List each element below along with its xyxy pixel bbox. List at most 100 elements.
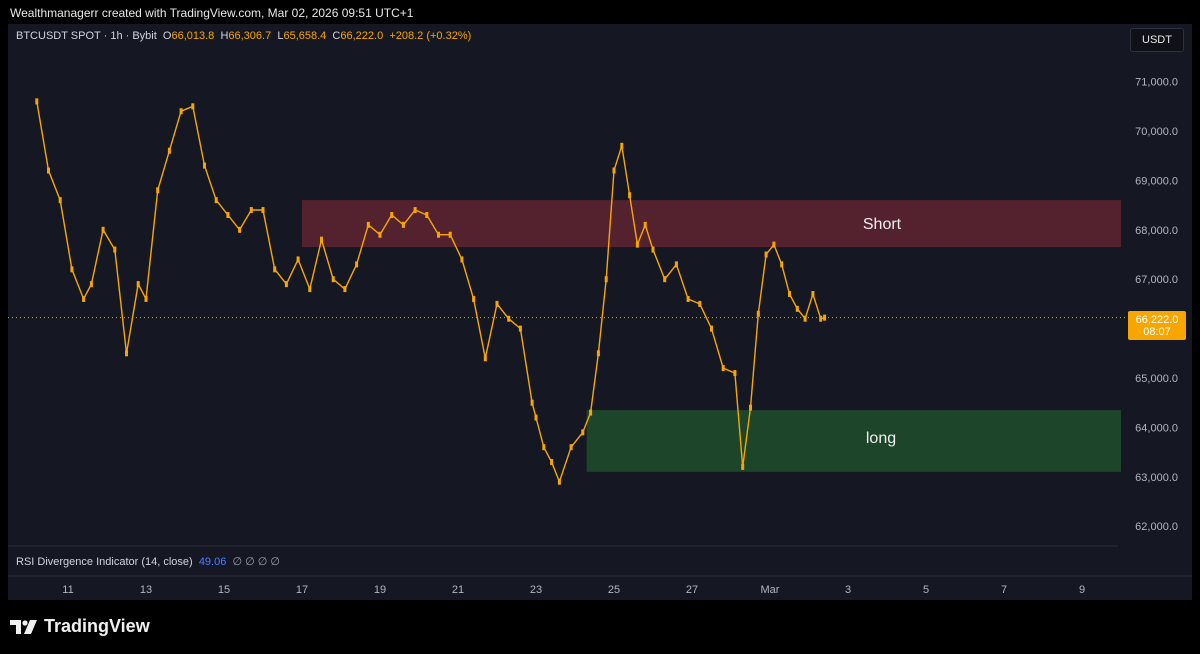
- price-point: [320, 236, 323, 243]
- x-tick-label: 3: [845, 584, 851, 596]
- attribution-text: Wealthmanagerr created with TradingView.…: [10, 6, 414, 20]
- price-point: [296, 256, 300, 263]
- price-point: [795, 305, 799, 312]
- rsi-empty-values: ∅ ∅ ∅ ∅: [232, 556, 280, 568]
- price-point: [518, 325, 522, 332]
- price-point: [203, 162, 206, 169]
- price-point: [156, 187, 160, 194]
- price-point: [819, 315, 823, 322]
- price-point: [308, 286, 312, 293]
- x-tick-label: 21: [452, 584, 464, 596]
- price-point: [191, 103, 195, 110]
- price-point: [569, 444, 573, 451]
- price-tag-box: [1128, 311, 1186, 340]
- close-label: C: [332, 30, 341, 42]
- rsi-legend[interactable]: RSI Divergence Indicator (14, close) 49.…: [16, 555, 280, 568]
- price-point: [366, 221, 370, 228]
- price-point: [284, 281, 288, 288]
- x-tick-label: 25: [608, 584, 620, 596]
- price-point: [780, 261, 784, 268]
- symbol-legend[interactable]: BTCUSDT SPOT · 1h · Bybit O66,013.8 H66,…: [16, 30, 471, 42]
- high-label: H: [220, 30, 229, 42]
- long-zone-label: long: [866, 430, 896, 447]
- chart-pane[interactable]: Short long 71,000.0 70,000.0 69,000.0 68,00…: [8, 24, 1192, 600]
- price-point: [542, 444, 546, 451]
- low-value: 65,658.4: [283, 30, 327, 42]
- quote-currency-button[interactable]: USDT: [1130, 28, 1184, 52]
- price-point: [530, 399, 534, 406]
- price-point: [581, 429, 585, 436]
- price-point: [413, 207, 417, 214]
- price-point: [596, 350, 600, 357]
- y-tick-label: 64,000.0: [1135, 422, 1178, 434]
- x-tick-label: 11: [62, 584, 73, 596]
- high-value: 66,306.7: [228, 30, 272, 42]
- price-point: [401, 221, 405, 228]
- price-point: [643, 221, 647, 228]
- price-chart[interactable]: Short long 71,000.0 70,000.0 69,000.0 68,00…: [8, 24, 1192, 600]
- symbol-name[interactable]: BTCUSDT SPOT · 1h · Bybit: [16, 30, 157, 42]
- price-point: [756, 310, 760, 317]
- price-point: [125, 350, 128, 357]
- price-point: [331, 276, 335, 283]
- price-point: [803, 315, 807, 322]
- price-point: [58, 197, 62, 204]
- price-point: [113, 246, 117, 253]
- tradingview-logo[interactable]: TradingView: [10, 616, 150, 637]
- price-point: [355, 261, 359, 268]
- y-tick-label: 65,000.0: [1135, 373, 1178, 385]
- price-point: [82, 295, 86, 302]
- x-tick-label: 15: [218, 584, 230, 596]
- price-tag-countdown: 08:07: [1143, 326, 1171, 338]
- price-point: [144, 295, 148, 302]
- price-point: [437, 231, 440, 238]
- y-tick-label: 70,000.0: [1135, 126, 1178, 138]
- price-point: [214, 197, 218, 204]
- y-tick-label: 71,000.0: [1135, 77, 1178, 89]
- price-point: [101, 226, 105, 233]
- price-point: [167, 147, 171, 154]
- price-point: [749, 404, 752, 411]
- x-tick-label: Mar: [761, 584, 780, 596]
- price-point: [378, 231, 382, 238]
- price-point: [772, 241, 776, 248]
- price-point: [425, 211, 429, 218]
- price-point: [472, 295, 476, 302]
- price-point: [710, 325, 713, 332]
- price-point: [651, 246, 655, 253]
- price-point: [663, 276, 667, 283]
- change-value: +208.2 (+0.32%): [389, 30, 472, 42]
- price-point: [495, 300, 499, 307]
- y-tick-label: 67,000.0: [1135, 274, 1178, 286]
- price-point: [604, 276, 608, 283]
- price-point: [721, 365, 725, 372]
- price-point: [249, 207, 253, 214]
- price-point: [226, 211, 230, 218]
- y-tick-label: 63,000.0: [1135, 472, 1178, 484]
- rsi-value: 49.06: [198, 556, 227, 568]
- price-point: [238, 226, 242, 233]
- y-tick-label: 62,000.0: [1135, 521, 1178, 533]
- price-point: [35, 98, 39, 105]
- price-point: [628, 192, 632, 199]
- price-tag-value: 66,222.0: [1136, 314, 1179, 326]
- open-value: 66,013.8: [171, 30, 215, 42]
- short-zone-label: Short: [863, 216, 902, 233]
- rsi-label[interactable]: RSI Divergence Indicator (14, close): [16, 556, 193, 568]
- price-point: [179, 108, 183, 115]
- close-value: 66,222.0: [340, 30, 384, 42]
- price-point: [483, 355, 487, 362]
- price-point: [89, 281, 93, 288]
- price-point: [635, 241, 639, 248]
- x-tick-label: 5: [923, 584, 929, 596]
- tradingview-wordmark: TradingView: [44, 616, 150, 636]
- x-tick-label: 17: [296, 584, 308, 596]
- price-point: [343, 286, 347, 293]
- price-point: [550, 458, 554, 465]
- x-tick-label: 23: [530, 584, 542, 596]
- price-point: [674, 261, 678, 268]
- price-point: [620, 142, 624, 149]
- price-point: [741, 463, 745, 470]
- price-point: [811, 291, 815, 298]
- price-point: [70, 266, 74, 273]
